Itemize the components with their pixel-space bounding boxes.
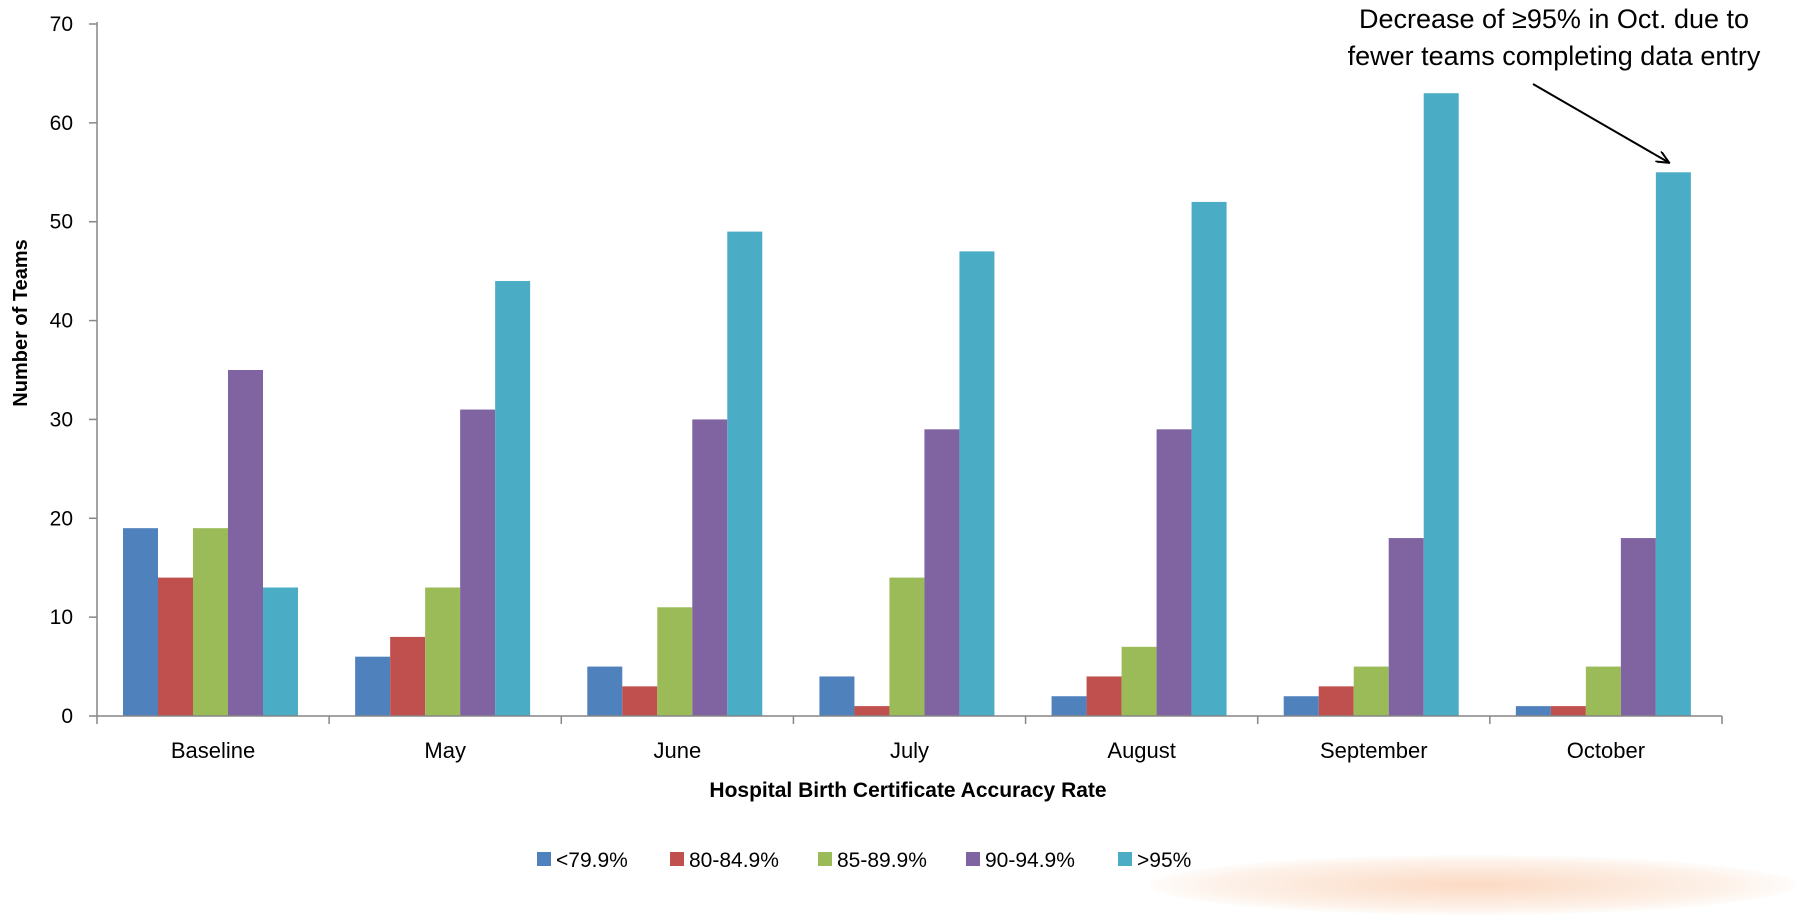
bar xyxy=(819,676,855,716)
x-tick-label: September xyxy=(1320,738,1428,763)
bar xyxy=(1620,538,1656,716)
bar xyxy=(495,281,531,716)
legend-swatch xyxy=(1118,852,1132,866)
bar xyxy=(587,666,623,716)
x-axis-title: Hospital Birth Certificate Accuracy Rate xyxy=(709,779,1106,802)
bar xyxy=(263,587,298,716)
bar xyxy=(390,636,426,716)
legend-label: 90-94.9% xyxy=(985,849,1075,872)
bar xyxy=(854,706,890,716)
y-tick-label: 60 xyxy=(50,112,73,135)
bar xyxy=(1388,538,1424,716)
bar xyxy=(1585,666,1621,716)
bar xyxy=(692,419,728,716)
bar xyxy=(1156,429,1192,716)
x-tick-label: Baseline xyxy=(171,738,255,763)
y-tick-label: 30 xyxy=(50,408,73,431)
annotation-line-1: Decrease of ≥95% in Oct. due to xyxy=(1359,4,1749,34)
legend-swatch xyxy=(966,852,980,866)
bar xyxy=(657,607,693,716)
annotation: Decrease of ≥95% in Oct. due to fewer te… xyxy=(1348,4,1761,162)
bar xyxy=(1423,93,1459,716)
bar xyxy=(228,370,263,716)
bar xyxy=(727,231,763,716)
x-tick-label: August xyxy=(1107,738,1176,763)
legend: <79.9% 80-84.9% 85-89.9% 90-94.9% >95% xyxy=(537,849,1191,872)
chart: 0 10 20 30 40 50 60 70 Baseline May June July August… xyxy=(10,4,1761,872)
bar xyxy=(158,577,193,716)
bar xyxy=(460,409,496,716)
bar xyxy=(1051,696,1087,716)
y-axis-title: Number of Teams xyxy=(10,239,32,406)
bar xyxy=(1121,646,1157,716)
bar xyxy=(355,656,391,716)
bar xyxy=(123,528,158,716)
axes-layer: 0 10 20 30 40 50 60 70 Baseline May June July August… xyxy=(50,13,1723,763)
legend-label: >95% xyxy=(1137,849,1191,872)
bar xyxy=(1318,686,1354,716)
bar xyxy=(1353,666,1389,716)
y-tick-label: 10 xyxy=(50,606,73,629)
bar xyxy=(622,686,658,716)
legend-swatch xyxy=(670,852,684,866)
x-tick-label: June xyxy=(653,738,701,763)
bar xyxy=(959,251,995,716)
legend-label: 85-89.9% xyxy=(837,849,927,872)
y-tick-label: 20 xyxy=(50,507,73,530)
bar xyxy=(1283,696,1319,716)
bar xyxy=(1515,706,1551,716)
annotation-line-2: fewer teams completing data entry xyxy=(1348,41,1761,71)
x-tick-label: July xyxy=(890,738,929,763)
bar xyxy=(425,587,461,716)
legend-swatch xyxy=(818,852,832,866)
bar xyxy=(889,577,925,716)
bars-layer xyxy=(123,93,1691,717)
x-tick-label: October xyxy=(1567,738,1645,763)
legend-label: <79.9% xyxy=(556,849,628,872)
bar xyxy=(1191,201,1227,716)
legend-swatch xyxy=(537,852,551,866)
y-tick-label: 50 xyxy=(50,211,73,234)
x-tick-label: May xyxy=(424,738,466,763)
bar xyxy=(1086,676,1122,716)
bar xyxy=(924,429,960,716)
bar xyxy=(193,528,228,716)
annotation-arrow xyxy=(1532,83,1668,162)
legend-label: 80-84.9% xyxy=(689,849,779,872)
bar xyxy=(1550,706,1586,716)
y-tick-label: 40 xyxy=(50,310,73,333)
y-tick-label: 70 xyxy=(50,13,73,36)
y-tick-label: 0 xyxy=(61,705,73,728)
bar xyxy=(1655,172,1691,717)
